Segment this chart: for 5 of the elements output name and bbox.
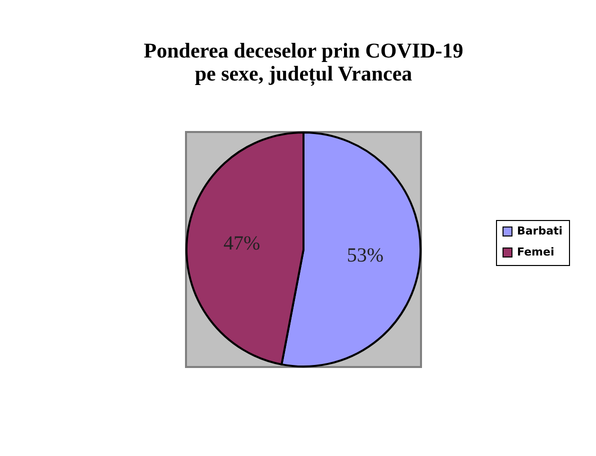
data-label: 53% [346,244,384,266]
chart-title: Ponderea deceselor prin COVID-19 pe sexe, județul Vrancea [144,38,464,86]
legend-label: Femei [517,246,554,258]
data-label: 47% [223,232,260,255]
legend-label: Barbati [517,224,563,238]
